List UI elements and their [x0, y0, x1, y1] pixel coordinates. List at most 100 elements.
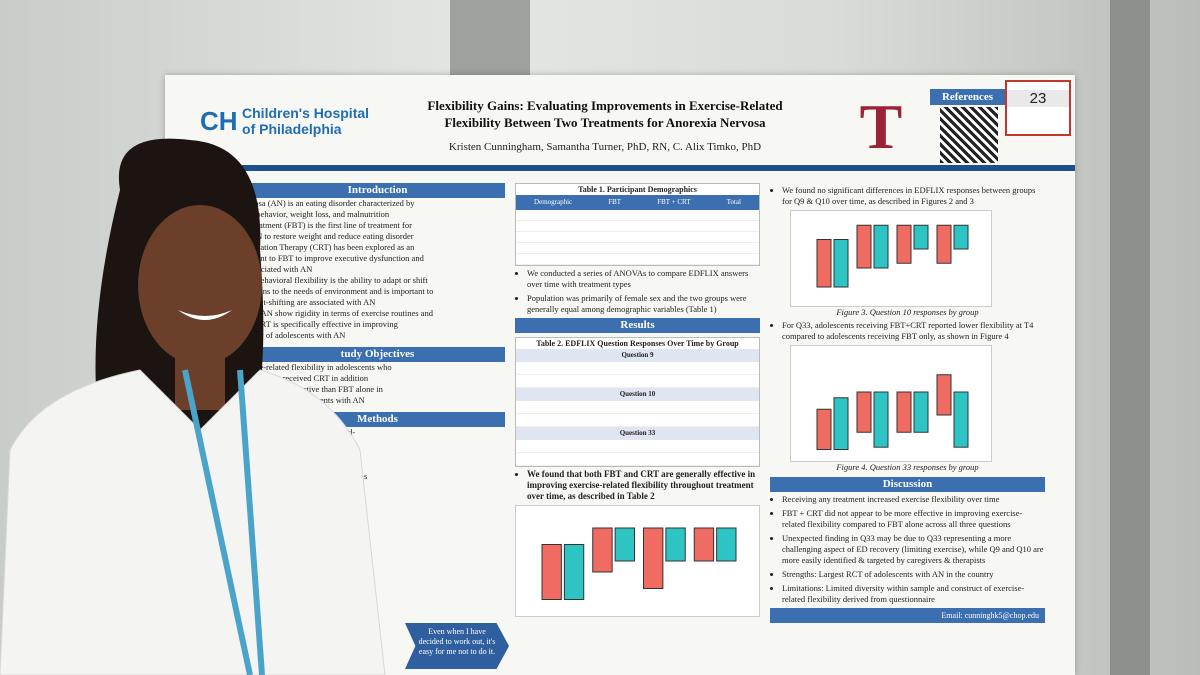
box — [896, 391, 912, 433]
text-line: vosa (AN) is an eating disorder characte… — [250, 198, 415, 208]
box — [856, 391, 872, 433]
text-line: ssociated with AN — [250, 264, 313, 274]
figure-caption: Figure 3. Question 10 responses by group — [836, 307, 979, 317]
table-title: Table 2. EDFLIX Question Responses Over … — [536, 339, 739, 348]
box — [665, 527, 686, 562]
title-line: Flexibility Between Two Treatments for A… — [444, 115, 766, 130]
bullet: Unexpected finding in Q33 may be due to … — [782, 533, 1045, 566]
table-row — [516, 362, 759, 375]
arrow-text: Even when I have decided to work out, it… — [418, 627, 496, 656]
box — [816, 408, 832, 450]
table-section: Question 9 — [516, 349, 759, 362]
table-section: Question 33 — [516, 427, 759, 440]
box — [936, 224, 952, 264]
text-line: ctions to the needs of environment and i… — [250, 286, 434, 296]
section-heading: Discussion — [770, 477, 1045, 492]
section-heading: tudy Objectives — [250, 347, 505, 362]
box — [873, 224, 889, 269]
box — [816, 239, 832, 288]
authors: Kristen Cunningham, Samantha Turner, PhD… — [448, 141, 762, 153]
text-line: ment to FBT to improve executive dysfunc… — [250, 253, 424, 263]
table-row — [516, 453, 759, 466]
box — [592, 527, 613, 573]
box — [693, 527, 715, 562]
table-row — [516, 401, 759, 414]
table-row — [516, 375, 759, 388]
text-line: RT is more effective than FBT alone in — [250, 384, 383, 394]
header-rule — [165, 165, 1075, 171]
pillar — [450, 0, 530, 80]
logo-text: of Philadelphia — [242, 121, 342, 137]
figure-4 — [790, 345, 992, 462]
box — [614, 527, 635, 562]
table-row — [516, 414, 759, 427]
logo: CH Children's Hospital of Philadelphia — [200, 105, 369, 137]
section-heading: Introduction — [250, 183, 505, 198]
text-line: d behavioral flexibility is the ability … — [250, 275, 428, 285]
text-line: ediation Therapy (CRT) has been explored… — [250, 242, 415, 252]
temple-logo: T — [859, 91, 903, 162]
section-heading: Results — [515, 318, 760, 333]
table-header: FBT — [608, 198, 622, 206]
neck — [175, 350, 225, 410]
box — [936, 374, 952, 416]
figure-3 — [790, 210, 992, 307]
box — [913, 391, 929, 433]
face — [138, 205, 262, 365]
arrow-box: Even when I have decided to work out, it… — [405, 623, 509, 669]
bullet: We found no significant differences in E… — [782, 185, 1045, 207]
smile — [178, 310, 232, 320]
bullet: Limitations: Limited diversity within sa… — [782, 583, 1045, 605]
wall-edge — [1110, 0, 1150, 675]
box — [541, 544, 562, 600]
logo-text: Children's Hospital — [242, 105, 370, 121]
text-line: ility of adolescents with AN — [250, 330, 346, 340]
box — [833, 239, 849, 288]
box — [873, 391, 889, 448]
table-title: Table 1. Participant Demographics — [578, 185, 697, 194]
bullet: Population was primarily of female sex a… — [527, 293, 760, 315]
text-line: ith AN show rigidity in terms of exercis… — [250, 308, 433, 318]
bullet: We conducted a series of ANOVAs to compa… — [527, 268, 760, 290]
bullet: For Q33, adolescents receiving FBT+CRT r… — [782, 320, 1045, 342]
finding-text: We found that both FBT and CRT are gener… — [527, 469, 760, 502]
box — [716, 527, 737, 562]
table-section: Question 10 — [516, 388, 759, 401]
boxplot — [816, 224, 969, 288]
figure-caption: Figure 4. Question 33 responses by group — [836, 462, 979, 472]
qr-code — [940, 107, 998, 163]
box — [896, 224, 912, 264]
box — [913, 224, 929, 250]
box — [856, 224, 872, 269]
bullet: Strengths: Largest RCT of adolescents wi… — [782, 569, 1045, 580]
text-line: ents who received CRT in addition — [250, 373, 369, 383]
badge-number: 23 — [1007, 90, 1069, 107]
table-header: Total — [726, 198, 741, 206]
middle-column: Table 1. Participant Demographics Demogr… — [515, 183, 760, 617]
text-line: treatment (FBT) is the first line of tre… — [250, 220, 412, 230]
boxplot — [541, 527, 737, 600]
table-header: Demographic — [534, 198, 573, 206]
right-column: We found no significant differences in E… — [770, 183, 1045, 623]
email: Email: cunninghk5@chop.edu — [770, 608, 1045, 623]
table-1: Table 1. Participant Demographics Demogr… — [515, 183, 760, 266]
text-line: AN to restore weight and reduce eating d… — [250, 231, 414, 241]
title-line: Flexibility Gains: Evaluating Improvemen… — [427, 98, 783, 113]
box — [833, 397, 849, 450]
text-line: n set-shifting are associated with AN — [250, 297, 376, 307]
box — [953, 391, 969, 448]
text-line: g behavior, weight loss, and malnutritio… — [250, 209, 390, 219]
person — [0, 138, 386, 675]
references-heading: References — [930, 89, 1005, 105]
box — [563, 544, 585, 600]
badge: 23 — [1005, 80, 1071, 136]
box — [643, 527, 664, 589]
lanyard — [182, 369, 265, 675]
poster-title: Flexibility Gains: Evaluating Improvemen… — [385, 97, 825, 131]
table-header: FBT + CRT — [657, 198, 691, 206]
table-2: Table 2. EDFLIX Question Responses Over … — [515, 337, 760, 467]
logo-mark: CH — [200, 105, 238, 136]
table-row — [516, 440, 759, 453]
bullet: Receiving any treatment increased exerci… — [782, 494, 1045, 505]
